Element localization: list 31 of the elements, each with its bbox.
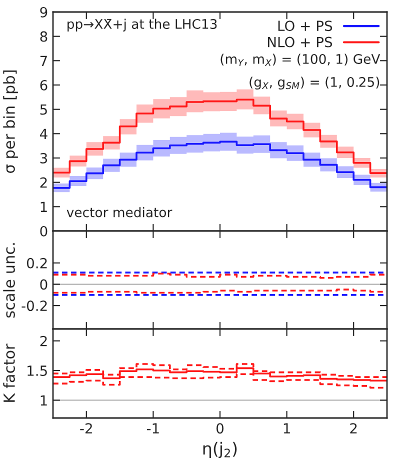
x-tick-label: 1 — [284, 423, 290, 434]
legend-label: NLO + PS — [268, 36, 332, 48]
y-tick-label: 6 — [40, 80, 48, 90]
y-axis-title: σ per bin [pb] — [3, 70, 18, 173]
y-tick-label: 1 — [40, 202, 47, 212]
x-tick-label: 2 — [350, 423, 357, 434]
y-tick-label: 0 — [40, 226, 48, 236]
y-tick-label: 3 — [40, 152, 48, 164]
annotation: (m$_{Y}$, m$_{X}$) = (100, 1) GeV — [220, 54, 380, 66]
y-tick-label: -0.2 — [22, 300, 47, 312]
x-axis-title: η(j$_{2}$) — [203, 442, 237, 458]
x-tick-label: -1 — [146, 423, 159, 434]
y-tick-label: 8 — [40, 31, 48, 42]
y-tick-label: 5 — [40, 104, 47, 115]
y-tick-label: 1.5 — [28, 366, 47, 376]
x-tick-label: -2 — [80, 423, 92, 434]
y-tick-label: 9 — [40, 6, 48, 18]
y-tick-label: 7 — [40, 56, 47, 66]
y-tick-label: 1 — [40, 395, 47, 406]
y-tick-label: 2 — [40, 177, 47, 188]
y-tick-label: 2 — [40, 336, 47, 346]
annotation: (g$_{X}$, g$_{SM}$) = (1, 0.25) — [250, 76, 380, 90]
x-tick-label: 0 — [216, 423, 224, 434]
y-axis-title: scale unc. — [3, 243, 15, 318]
y-axis-title: K factor — [3, 344, 15, 402]
y-tick-label: 0 — [40, 279, 48, 290]
legend-label: LO + PS — [278, 20, 332, 32]
y-tick-label: 0.2 — [26, 258, 47, 268]
annotation: pp→XX̄+j at the LHC13 — [68, 18, 217, 32]
annotation: vector mediator — [66, 207, 172, 218]
y-tick-label: 4 — [40, 128, 48, 139]
